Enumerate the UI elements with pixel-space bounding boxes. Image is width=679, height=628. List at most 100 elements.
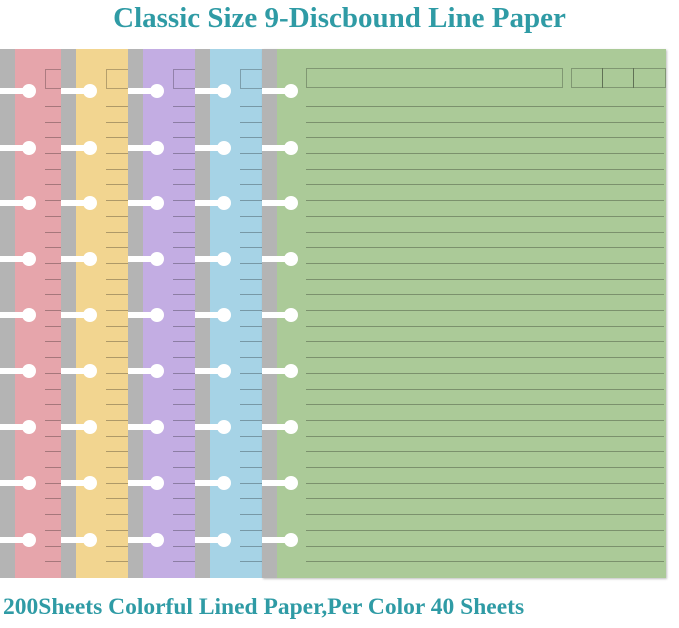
disc-hole — [150, 308, 164, 322]
ruled-line — [306, 106, 664, 107]
ruled-line — [45, 294, 61, 295]
disc-ring — [195, 368, 221, 374]
disc-ring — [195, 88, 221, 94]
disc-hole — [284, 252, 298, 266]
disc-ring — [128, 88, 154, 94]
ruled-line — [240, 122, 262, 123]
ruled-line — [240, 389, 262, 390]
ruled-line — [45, 404, 61, 405]
ruled-line — [240, 341, 262, 342]
ruled-line — [106, 436, 128, 437]
ruled-line — [173, 106, 195, 107]
disc-hole — [22, 533, 36, 547]
disc-hole — [150, 420, 164, 434]
ruled-line — [173, 451, 195, 452]
ruled-line — [306, 467, 664, 468]
disc-hole — [217, 308, 231, 322]
ruled-line — [173, 546, 195, 547]
ruled-line — [106, 389, 128, 390]
ruled-line — [106, 200, 128, 201]
ruled-line — [306, 232, 664, 233]
disc-ring — [195, 537, 221, 543]
ruled-line — [173, 247, 195, 248]
ruled-line — [173, 263, 195, 264]
ruled-line — [45, 546, 61, 547]
ruled-line — [240, 294, 262, 295]
disc-ring — [128, 312, 154, 318]
ruled-line — [240, 436, 262, 437]
ruled-line — [240, 357, 262, 358]
ruled-line — [45, 498, 61, 499]
ruled-line — [45, 216, 61, 217]
ruled-line — [240, 467, 262, 468]
ruled-line — [106, 184, 128, 185]
ruled-line — [106, 310, 128, 311]
ruled-line — [240, 232, 262, 233]
disc-ring — [61, 312, 87, 318]
ruled-line — [306, 546, 664, 547]
disc-ring — [262, 537, 288, 543]
disc-hole — [22, 308, 36, 322]
ruled-line — [45, 200, 61, 201]
ruled-line — [45, 341, 61, 342]
ruled-line — [306, 247, 664, 248]
disc-ring — [262, 256, 288, 262]
ruled-line — [240, 216, 262, 217]
ruled-line — [173, 279, 195, 280]
ruled-line — [106, 263, 128, 264]
disc-ring — [61, 537, 87, 543]
ruled-line — [240, 263, 262, 264]
ruled-line — [306, 514, 664, 515]
disc-ring — [61, 145, 87, 151]
disc-ring — [61, 200, 87, 206]
ruled-line — [45, 247, 61, 248]
ruled-line — [173, 137, 195, 138]
ruled-line — [306, 184, 664, 185]
disc-ring — [195, 424, 221, 430]
disc-hole — [22, 476, 36, 490]
disc-ring — [61, 424, 87, 430]
ruled-line — [173, 341, 195, 342]
ruled-line — [240, 326, 262, 327]
ruled-line — [306, 420, 664, 421]
header-box — [306, 68, 563, 88]
disc-ring — [195, 480, 221, 486]
disc-hole — [150, 364, 164, 378]
ruled-line — [45, 153, 61, 154]
ruled-line — [306, 216, 664, 217]
disc-hole — [217, 141, 231, 155]
ruled-line — [240, 530, 262, 531]
disc-hole — [150, 252, 164, 266]
ruled-line — [240, 169, 262, 170]
disc-ring — [262, 200, 288, 206]
ruled-line — [306, 483, 664, 484]
disc-hole — [22, 141, 36, 155]
ruled-line — [45, 357, 61, 358]
disc-ring — [195, 312, 221, 318]
ruled-line — [240, 200, 262, 201]
ruled-line — [45, 530, 61, 531]
disc-hole — [284, 476, 298, 490]
ruled-line — [45, 326, 61, 327]
disc-hole — [217, 420, 231, 434]
ruled-line — [306, 404, 664, 405]
disc-hole — [83, 364, 97, 378]
disc-hole — [217, 533, 231, 547]
ruled-line — [45, 232, 61, 233]
ruled-line — [306, 137, 664, 138]
ruled-line — [106, 232, 128, 233]
ruled-line — [306, 357, 664, 358]
ruled-line — [306, 263, 664, 264]
ruled-line — [306, 451, 664, 452]
ruled-line — [45, 373, 61, 374]
ruled-line — [173, 498, 195, 499]
disc-hole — [217, 252, 231, 266]
disc-hole — [150, 533, 164, 547]
ruled-line — [240, 373, 262, 374]
product-title: Classic Size 9-Discbound Line Paper — [113, 2, 566, 34]
ruled-line — [106, 294, 128, 295]
ruled-line — [106, 561, 128, 562]
ruled-line — [106, 247, 128, 248]
disc-ring — [0, 537, 26, 543]
disc-hole — [22, 364, 36, 378]
